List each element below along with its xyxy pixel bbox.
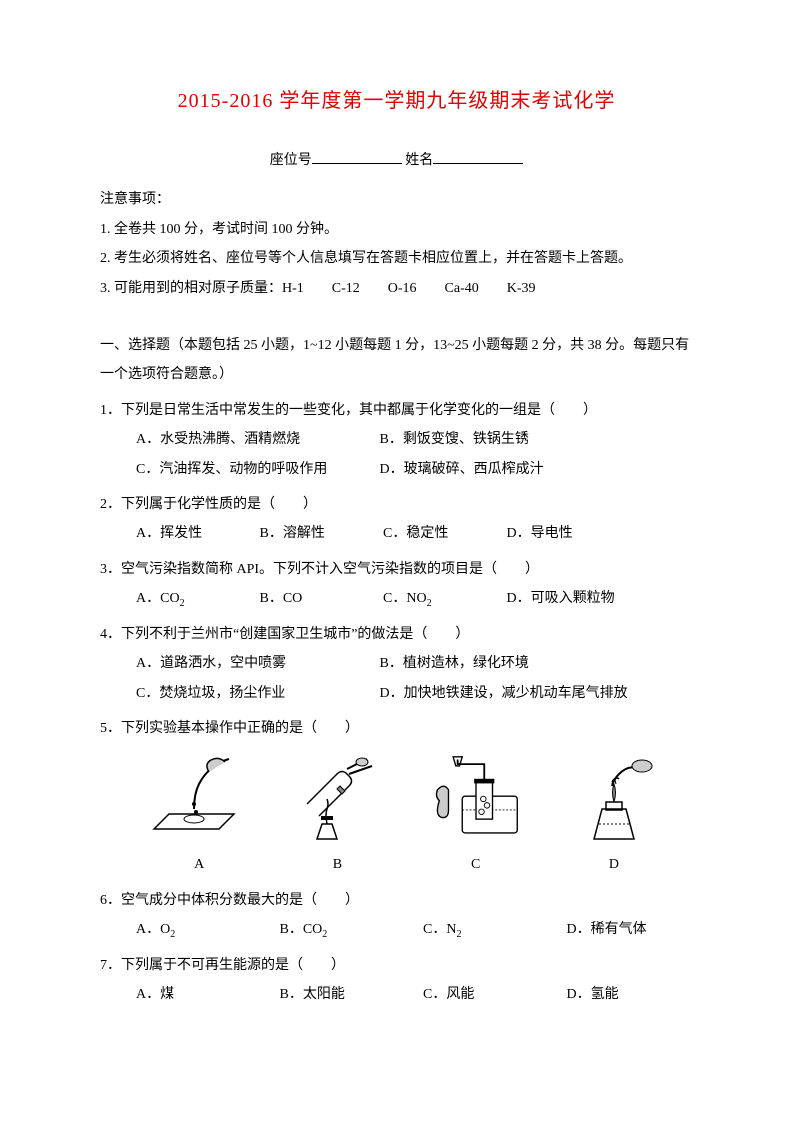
q6-opts: A．O2 B．CO2 C．N2 D．稀有气体	[100, 915, 693, 945]
q6-b-text: B．CO	[280, 915, 323, 944]
gas-collection-icon	[421, 751, 531, 846]
q5-label-b[interactable]: B	[282, 850, 392, 879]
q6-a-text: A．O	[136, 915, 170, 944]
q4-opt-d[interactable]: D．加快地铁建设，减少机动车尾气排放	[380, 679, 628, 708]
heating-tube-icon	[287, 754, 387, 844]
q5-img-d	[559, 751, 669, 846]
q2-stem: 2．下列属于化学性质的是（ ）	[100, 490, 693, 519]
q3-stem: 3．空气污染指数简称 API。下列不计入空气污染指数的项目是（ ）	[100, 555, 693, 584]
q4-opts-row1: A．道路洒水，空中喷雾 B．植树造林，绿化环境	[100, 649, 693, 678]
q5-images	[100, 743, 693, 850]
name-label: 姓名	[405, 153, 433, 168]
q1-opts-row2: C．汽油挥发、动物的呼吸作用 D．玻璃破碎、西瓜榨成汁	[100, 455, 693, 484]
q4-opt-b[interactable]: B．植树造林，绿化环境	[380, 649, 529, 678]
q1-stem: 1．下列是日常生活中常发生的一些变化，其中都属于化学变化的一组是（ ）	[100, 396, 693, 425]
q7-opt-b[interactable]: B．太阳能	[280, 980, 420, 1009]
q5-label-a[interactable]: A	[144, 850, 254, 879]
seat-blank[interactable]	[312, 150, 402, 164]
q2-opt-b[interactable]: B．溶解性	[260, 519, 380, 548]
q6-opt-a[interactable]: A．O2	[136, 915, 276, 945]
q5-label-c[interactable]: C	[421, 850, 531, 879]
q3-a-text: A．CO	[136, 584, 180, 613]
q3-opt-b[interactable]: B．CO	[260, 584, 380, 613]
q3-opt-c[interactable]: C．NO2	[383, 584, 503, 614]
q7-opt-c[interactable]: C．风能	[423, 980, 563, 1009]
seat-name-line: 座位号 姓名	[100, 146, 693, 175]
q7-opt-d[interactable]: D．氢能	[567, 980, 619, 1009]
q5-labels: A B C D	[100, 850, 693, 879]
section-1-intro: 一、选择题（本题包括 25 小题，1~12 小题每题 1 分，13~25 小题每…	[100, 331, 693, 390]
q2-opt-c[interactable]: C．稳定性	[383, 519, 503, 548]
q2-opt-a[interactable]: A．挥发性	[136, 519, 256, 548]
q6-a-sub: 2	[170, 929, 175, 940]
notice-2: 2. 考生必须将姓名、座位号等个人信息填写在答题卡相应位置上，并在答题卡上答题。	[100, 244, 693, 273]
lamp-extinguish-icon	[564, 754, 664, 844]
q6-c-text: C．N	[423, 915, 456, 944]
q4-stem: 4．下列不利于兰州市“创建国家卫生城市”的做法是（ ）	[100, 620, 693, 649]
exam-page: 2015-2016 学年度第一学期九年级期末考试化学 座位号 姓名 注意事项： …	[0, 0, 793, 1122]
q6-opt-d[interactable]: D．稀有气体	[567, 915, 647, 944]
q6-b-sub: 2	[322, 929, 327, 940]
question-3: 3．空气污染指数简称 API。下列不计入空气污染指数的项目是（ ） A．CO2 …	[100, 555, 693, 614]
q3-c-text: C．NO	[383, 584, 427, 613]
q3-opts: A．CO2 B．CO C．NO2 D．可吸入颗粒物	[100, 584, 693, 614]
q4-opt-c[interactable]: C．焚烧垃圾，扬尘作业	[136, 679, 376, 708]
question-1: 1．下列是日常生活中常发生的一些变化，其中都属于化学变化的一组是（ ） A．水受…	[100, 396, 693, 484]
q1-opt-b[interactable]: B．剩饭变馊、铁锅生锈	[380, 425, 529, 454]
q1-opt-d[interactable]: D．玻璃破碎、西瓜榨成汁	[380, 455, 544, 484]
q7-opt-a[interactable]: A．煤	[136, 980, 276, 1009]
q5-img-a	[144, 751, 254, 846]
notice-3: 3. 可能用到的相对原子质量：H-1 C-12 O-16 Ca-40 K-39	[100, 274, 693, 303]
q1-opt-c[interactable]: C．汽油挥发、动物的呼吸作用	[136, 455, 376, 484]
name-blank[interactable]	[433, 150, 523, 164]
q3-a-sub: 2	[180, 598, 185, 609]
q3-c-sub: 2	[427, 598, 432, 609]
notice-header: 注意事项：	[100, 185, 693, 214]
q4-opts-row2: C．焚烧垃圾，扬尘作业 D．加快地铁建设，减少机动车尾气排放	[100, 679, 693, 708]
q3-opt-d[interactable]: D．可吸入颗粒物	[507, 584, 615, 613]
notice-1: 1. 全卷共 100 分，考试时间 100 分钟。	[100, 215, 693, 244]
question-7: 7．下列属于不可再生能源的是（ ） A．煤 B．太阳能 C．风能 D．氢能	[100, 951, 693, 1010]
q1-opt-a[interactable]: A．水受热沸腾、酒精燃烧	[136, 425, 376, 454]
q7-opts: A．煤 B．太阳能 C．风能 D．氢能	[100, 980, 693, 1009]
q2-opts: A．挥发性 B．溶解性 C．稳定性 D．导电性	[100, 519, 693, 548]
q5-img-b	[282, 751, 392, 846]
question-5: 5．下列实验基本操作中正确的是（ ）	[100, 714, 693, 880]
q6-c-sub: 2	[456, 929, 461, 940]
hand-drop-icon	[149, 754, 249, 844]
question-2: 2．下列属于化学性质的是（ ） A．挥发性 B．溶解性 C．稳定性 D．导电性	[100, 490, 693, 549]
q4-opt-a[interactable]: A．道路洒水，空中喷雾	[136, 649, 376, 678]
q6-stem: 6．空气成分中体积分数最大的是（ ）	[100, 886, 693, 915]
q1-opts-row1: A．水受热沸腾、酒精燃烧 B．剩饭变馊、铁锅生锈	[100, 425, 693, 454]
q5-stem: 5．下列实验基本操作中正确的是（ ）	[100, 714, 693, 743]
question-6: 6．空气成分中体积分数最大的是（ ） A．O2 B．CO2 C．N2 D．稀有气…	[100, 886, 693, 945]
page-title: 2015-2016 学年度第一学期九年级期末考试化学	[100, 80, 693, 122]
q5-label-d[interactable]: D	[559, 850, 669, 879]
q6-opt-b[interactable]: B．CO2	[280, 915, 420, 945]
q3-opt-a[interactable]: A．CO2	[136, 584, 256, 614]
seat-label: 座位号	[270, 153, 312, 168]
q7-stem: 7．下列属于不可再生能源的是（ ）	[100, 951, 693, 980]
q2-opt-d[interactable]: D．导电性	[507, 519, 573, 548]
q6-opt-c[interactable]: C．N2	[423, 915, 563, 945]
q5-img-c	[421, 751, 531, 846]
question-4: 4．下列不利于兰州市“创建国家卫生城市”的做法是（ ） A．道路洒水，空中喷雾 …	[100, 620, 693, 708]
